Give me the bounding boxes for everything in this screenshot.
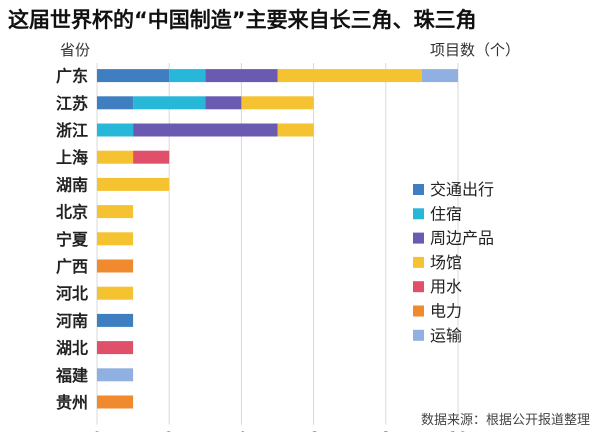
y-tick-label: 浙江: [56, 121, 88, 140]
legend-label: 场馆: [430, 253, 462, 272]
bar-segment: [97, 150, 134, 164]
y-tick-label: 宁夏: [56, 230, 89, 249]
bar-segment: [277, 123, 314, 137]
bar-segment: [241, 96, 314, 110]
x-tick-label: 0: [92, 429, 102, 432]
y-tick-label: 上海: [56, 148, 88, 167]
bar-segment: [205, 69, 278, 83]
source-note: 数据来源：根据公开报道整理: [421, 413, 590, 428]
y-tick-label: 湖南: [56, 175, 88, 194]
x-tick-label: 2: [164, 429, 174, 432]
bar-segment: [133, 150, 170, 164]
y-tick-label: 河南: [56, 311, 88, 330]
x-tick-labels: 0 2 4 6 8 10: [92, 429, 467, 432]
y-tick-label: 湖北: [56, 339, 88, 358]
y-tick-label: 广西: [56, 257, 88, 276]
legend-label: 住宿: [430, 204, 462, 223]
legend-swatch: [413, 232, 424, 244]
bar-segment: [169, 69, 206, 83]
legend-label: 运输: [430, 326, 462, 345]
x-axis-label: 项目数（个）: [430, 41, 520, 59]
y-tick-label: 贵州: [56, 393, 88, 412]
legend-swatch: [413, 305, 424, 317]
bar-segment: [97, 96, 134, 110]
bar-segment: [97, 286, 134, 300]
legend-label: 交通出行: [430, 180, 494, 199]
y-tick-label: 福建: [55, 366, 88, 385]
bar-segment: [97, 259, 134, 273]
x-tick-label: 8: [381, 429, 391, 432]
bar-segment: [97, 395, 134, 409]
bar-segment: [97, 313, 134, 327]
bars: [97, 69, 458, 409]
x-tick-label: 4: [237, 429, 247, 432]
legend-swatch: [413, 256, 424, 268]
bar-segment: [205, 96, 242, 110]
legend-swatch: [413, 184, 424, 195]
bar-segment: [133, 96, 206, 110]
y-tick-label: 北京: [56, 203, 88, 222]
grid: [96, 63, 459, 425]
bar-segment: [97, 205, 134, 219]
y-tick-label: 广东: [56, 67, 88, 86]
bar-segment: [133, 123, 278, 137]
legend-swatch: [413, 329, 424, 341]
bar-segment: [97, 341, 134, 355]
legend-swatch: [413, 208, 424, 220]
legend-label: 周边产品: [430, 229, 494, 248]
bar-segment: [97, 368, 134, 382]
x-tick-label: 10: [448, 429, 467, 432]
legend-label: 用水: [430, 277, 462, 296]
chart-title: 这届世界杯的“中国制造”主要来自长三角、珠三角: [8, 8, 477, 32]
y-tick-label: 河北: [56, 284, 88, 303]
bar-segment: [97, 232, 134, 246]
bar-segment: [421, 69, 458, 83]
y-tick-label: 江苏: [56, 94, 88, 113]
legend-swatch: [413, 281, 424, 293]
bar-segment: [97, 177, 170, 191]
y-axis-label: 省份: [60, 41, 90, 59]
legend-label: 电力: [430, 302, 462, 321]
bar-segment: [277, 69, 422, 83]
bar-segment: [97, 123, 134, 137]
x-tick-label: 6: [309, 429, 319, 432]
bar-segment: [97, 69, 170, 83]
